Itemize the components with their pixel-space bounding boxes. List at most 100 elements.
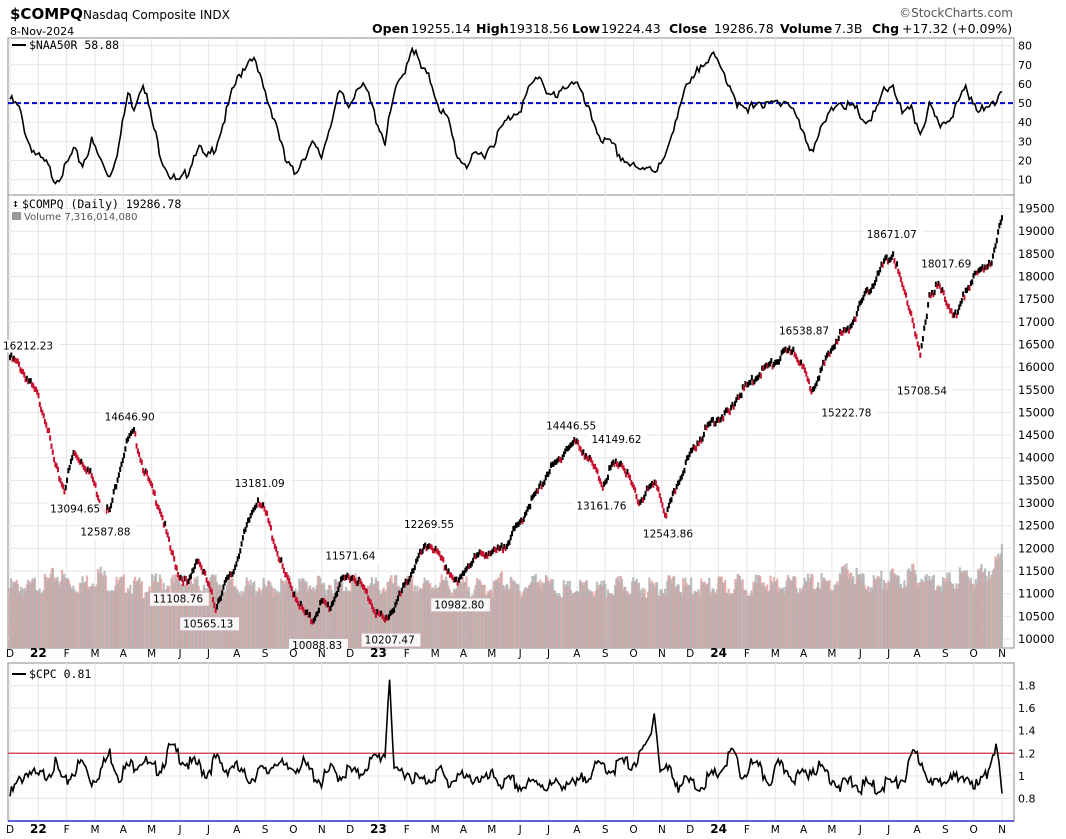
volume-bar — [696, 592, 699, 648]
volume-bar — [784, 586, 787, 648]
volume-bar — [195, 579, 198, 648]
volume-bar — [407, 575, 410, 648]
volume-bar — [474, 585, 477, 648]
volume-bar — [708, 577, 711, 648]
volume-bar — [995, 559, 998, 648]
x-tick-label: M — [827, 824, 836, 836]
volume-bar — [752, 581, 755, 648]
volume-bar — [434, 584, 437, 648]
volume-bar — [362, 585, 365, 648]
volume-bar — [549, 578, 552, 648]
volume-bar — [401, 592, 405, 648]
volume-bar — [906, 570, 909, 648]
volume-bar — [641, 588, 644, 648]
volume-bar — [589, 590, 592, 648]
volume-bar — [189, 574, 193, 648]
volume-bar — [691, 593, 694, 648]
volume-bar — [643, 588, 646, 648]
volume-bar — [271, 587, 274, 648]
volume-bar — [420, 588, 423, 648]
x-tick-label: S — [262, 648, 269, 660]
volume-bar — [395, 575, 398, 648]
volume-bar — [50, 568, 53, 648]
volume-bar — [428, 583, 431, 648]
y-tick-label: 50 — [1018, 97, 1032, 110]
volume-bar — [581, 581, 584, 648]
volume-bar — [952, 583, 955, 648]
volume-bar — [975, 584, 979, 648]
volume-bar — [56, 576, 59, 648]
price-annotation: 12543.86 — [643, 529, 693, 541]
volume-bar — [747, 595, 751, 648]
volume-bar — [144, 592, 147, 648]
quote-line: Open 19255.14 High 19318.56 Low 19224.43… — [372, 21, 1012, 36]
volume-bar — [455, 588, 458, 648]
volume-bar — [562, 580, 565, 648]
volume-bar — [728, 595, 731, 648]
volume-bar — [219, 585, 222, 648]
volume-bar — [730, 593, 734, 648]
symbol-name: Nasdaq Composite INDX — [83, 8, 230, 22]
volume-bar — [281, 581, 284, 648]
brand-logo[interactable]: ©StockCharts.com — [899, 6, 1013, 20]
volume-bar — [908, 571, 912, 648]
volume-bar — [504, 589, 507, 648]
volume-bar — [66, 577, 69, 648]
volume-bar — [539, 579, 542, 648]
volume-bar — [116, 583, 119, 648]
volume-bar — [601, 586, 604, 648]
volume-bar — [817, 582, 820, 648]
volume-bar — [598, 585, 601, 648]
volume-bar — [751, 594, 754, 648]
open-value: 19255.14 — [411, 21, 471, 36]
volume-bar — [573, 592, 576, 648]
volume-bar — [330, 589, 333, 648]
volume-bar — [783, 594, 786, 648]
volume-bar — [991, 570, 994, 648]
volume-bar — [777, 591, 780, 648]
volume-bar — [685, 583, 688, 648]
volume-bar — [760, 584, 763, 648]
volume-bar — [796, 592, 799, 648]
price-annotation: 14646.90 — [105, 411, 155, 423]
x-tick-label: F — [404, 824, 410, 836]
volume-bar — [727, 588, 730, 648]
volume-bar — [844, 568, 847, 648]
y-tick-label: 11000 — [1018, 587, 1055, 601]
volume-bar — [740, 581, 743, 648]
price-annotation: 13161.76 — [576, 501, 626, 513]
volume-bar — [677, 584, 680, 648]
volume-bar — [978, 570, 981, 648]
cpc-label: $CPC 0.81 — [29, 667, 91, 681]
volume-bar — [465, 576, 468, 648]
x-tick-label: M — [771, 648, 780, 660]
volume-bar — [720, 576, 723, 648]
volume-bar — [925, 574, 928, 648]
price-annotation: 15222.78 — [821, 407, 871, 419]
x-tick-label: N — [658, 648, 666, 660]
volume-bar — [705, 584, 709, 648]
y-tick-label: 16500 — [1018, 337, 1055, 351]
price-annotation: 18671.07 — [867, 229, 917, 241]
volume-bar — [253, 581, 256, 648]
volume-bar — [172, 581, 176, 648]
volume-bar — [107, 590, 110, 648]
volume-bar — [300, 578, 304, 648]
volume-bar — [710, 591, 713, 648]
volume-bar — [856, 576, 859, 648]
volume-bar — [659, 589, 662, 648]
volume-bar — [453, 588, 456, 648]
x-tick-label: 22 — [30, 822, 47, 836]
x-tick-label: M — [90, 824, 99, 836]
naa50r-line — [9, 46, 1003, 185]
volume-bar — [131, 593, 134, 648]
volume-bar — [595, 581, 599, 648]
volume-bar — [950, 584, 954, 648]
volume-bar — [853, 584, 856, 648]
volume-bar — [785, 580, 788, 648]
volume-bar — [442, 579, 445, 648]
volume-bar — [541, 582, 544, 648]
volume-bar — [636, 583, 639, 648]
volume-bar — [736, 574, 739, 648]
volume-bar — [928, 575, 931, 648]
